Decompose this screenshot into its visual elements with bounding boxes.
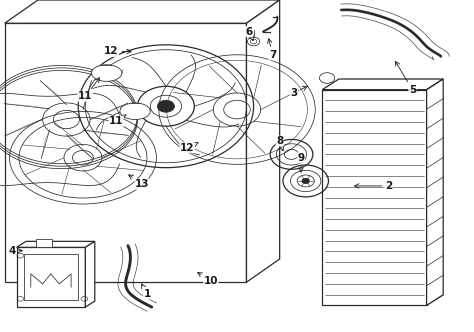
Text: 6: 6 <box>245 27 253 41</box>
Text: 11: 11 <box>109 115 126 126</box>
Polygon shape <box>246 0 280 282</box>
Text: 12: 12 <box>104 46 131 56</box>
Text: 8: 8 <box>276 136 284 151</box>
Polygon shape <box>36 239 52 247</box>
Polygon shape <box>5 0 280 23</box>
Text: 4: 4 <box>8 246 22 256</box>
Polygon shape <box>17 241 95 247</box>
Text: 12: 12 <box>180 142 198 153</box>
Polygon shape <box>427 79 443 305</box>
Polygon shape <box>322 90 427 305</box>
Polygon shape <box>5 23 246 282</box>
Text: 7: 7 <box>267 39 276 60</box>
Text: 3: 3 <box>290 86 307 98</box>
Text: 11: 11 <box>78 78 100 101</box>
Text: 1: 1 <box>142 284 151 299</box>
Polygon shape <box>85 241 95 307</box>
Polygon shape <box>24 254 78 300</box>
Polygon shape <box>322 79 443 90</box>
Text: 2: 2 <box>355 181 392 191</box>
Circle shape <box>157 100 174 112</box>
Text: 5: 5 <box>395 61 416 95</box>
Ellipse shape <box>120 103 150 120</box>
Ellipse shape <box>91 65 122 81</box>
Text: 9: 9 <box>297 153 305 172</box>
Text: 13: 13 <box>129 175 149 189</box>
Text: 10: 10 <box>198 273 218 286</box>
Circle shape <box>302 178 310 184</box>
Polygon shape <box>17 247 85 307</box>
